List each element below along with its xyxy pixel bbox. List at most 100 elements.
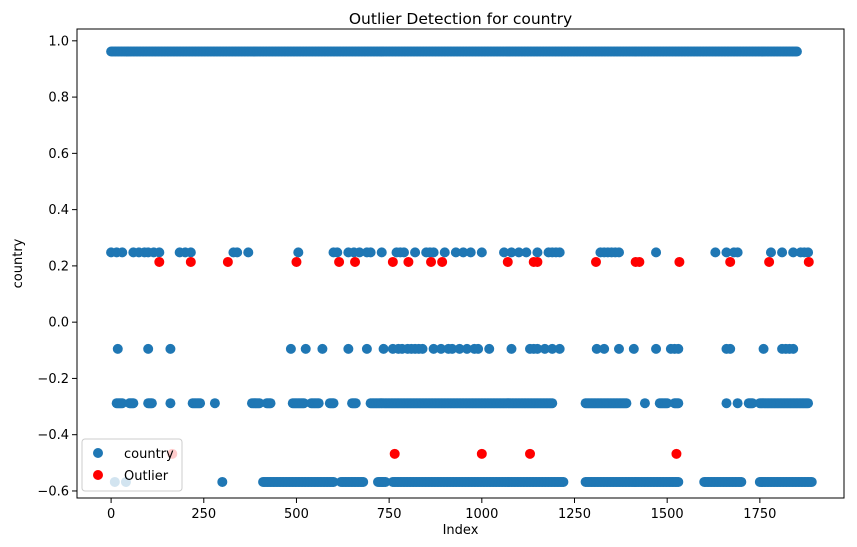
outlier-point <box>437 256 448 267</box>
data-point <box>354 247 365 258</box>
data-point <box>185 247 196 258</box>
data-point <box>209 398 220 409</box>
y-axis-ticks: −0.6 −0.4 −0.2 0.0 0.2 0.4 0.6 0.8 1.0 <box>37 34 77 499</box>
x-tick-label: 1750 <box>743 507 776 522</box>
data-point <box>417 343 428 354</box>
data-point <box>439 247 450 258</box>
data-point <box>532 247 543 258</box>
outlier-point <box>291 256 302 267</box>
data-point <box>350 398 361 409</box>
data-point <box>651 343 662 354</box>
outlier-point <box>389 448 400 459</box>
data-point <box>765 247 776 258</box>
points-layer <box>106 46 817 487</box>
y-tick-label: −0.4 <box>37 428 69 443</box>
data-point <box>506 343 517 354</box>
data-point <box>450 247 461 258</box>
outlier-point <box>426 256 437 267</box>
data-point <box>358 476 369 487</box>
outlier-point <box>154 256 165 267</box>
data-point <box>195 398 206 409</box>
outlier-point <box>590 256 601 267</box>
outlier-point <box>350 256 361 267</box>
data-point <box>736 476 747 487</box>
data-point <box>791 46 802 57</box>
data-point <box>806 476 817 487</box>
data-point <box>112 343 123 354</box>
data-point <box>651 247 662 258</box>
data-point <box>332 247 343 258</box>
y-tick-label: 0.6 <box>48 147 69 162</box>
data-point <box>628 343 639 354</box>
data-point <box>721 247 732 258</box>
data-point <box>254 398 265 409</box>
data-point <box>747 398 758 409</box>
data-point <box>454 343 465 354</box>
data-point <box>673 343 684 354</box>
outlier-point <box>403 256 414 267</box>
data-point <box>165 343 176 354</box>
x-axis-ticks: 0 250 500 750 1000 1250 1500 1750 <box>107 498 776 522</box>
x-tick-label: 750 <box>377 507 402 522</box>
outlier-point <box>634 256 645 267</box>
legend: country Outlier <box>81 438 183 492</box>
data-point <box>473 343 484 354</box>
data-point <box>673 476 684 487</box>
outlier-point <box>803 256 814 267</box>
outlier-point <box>674 256 685 267</box>
x-tick-label: 500 <box>284 507 309 522</box>
data-point <box>298 398 309 409</box>
data-point <box>721 398 732 409</box>
outlier-point <box>525 448 536 459</box>
data-point <box>232 247 243 258</box>
data-point <box>788 343 799 354</box>
legend-marker-outlier <box>93 470 103 480</box>
data-point <box>710 247 721 258</box>
data-point <box>532 343 543 354</box>
y-tick-label: 0.0 <box>48 316 69 331</box>
outlier-point <box>671 448 682 459</box>
data-point <box>499 247 510 258</box>
outlier-point <box>185 256 196 267</box>
data-point <box>521 247 532 258</box>
data-point <box>539 343 550 354</box>
legend-label-country: country <box>124 447 174 462</box>
data-point <box>243 247 254 258</box>
data-point <box>117 398 128 409</box>
data-point <box>558 476 569 487</box>
data-point <box>554 343 565 354</box>
x-axis-label: Index <box>443 523 479 538</box>
data-point <box>673 398 684 409</box>
plot-area-frame <box>76 28 845 499</box>
data-point <box>398 247 409 258</box>
data-point <box>465 247 476 258</box>
data-point <box>376 247 387 258</box>
y-axis-label: country <box>11 238 26 288</box>
outlier-point <box>387 256 398 267</box>
x-tick-label: 0 <box>107 507 115 522</box>
data-point <box>317 343 328 354</box>
data-point <box>380 476 391 487</box>
data-point <box>476 247 487 258</box>
data-point <box>217 476 228 487</box>
data-point <box>128 398 139 409</box>
data-point <box>506 247 517 258</box>
data-point <box>117 247 128 258</box>
data-point <box>458 247 469 258</box>
y-tick-label: −0.2 <box>37 372 69 387</box>
data-point <box>484 343 495 354</box>
outlier-point <box>764 256 775 267</box>
data-point <box>313 398 324 409</box>
data-point <box>732 247 743 258</box>
data-point <box>758 343 769 354</box>
data-point <box>547 398 558 409</box>
data-point <box>591 343 602 354</box>
data-point <box>428 247 439 258</box>
x-tick-label: 1250 <box>558 507 591 522</box>
data-point <box>547 343 558 354</box>
data-point <box>513 247 524 258</box>
data-point <box>436 343 447 354</box>
y-tick-label: 1.0 <box>48 34 69 49</box>
legend-box <box>81 438 183 492</box>
